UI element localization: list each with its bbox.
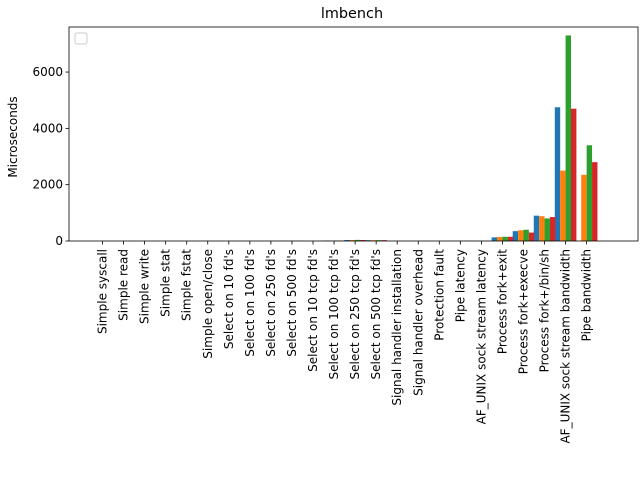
- x-tick-label: Select on 10 tcp fd's: [306, 249, 320, 372]
- chart-title: lmbench: [321, 6, 383, 22]
- bar-series2-13: [370, 240, 377, 241]
- x-tick-label: Simple syscall: [96, 249, 110, 334]
- bar-series1-13: [365, 240, 371, 241]
- bar-series3-21: [544, 218, 550, 241]
- bar-series4-12: [360, 240, 366, 241]
- bar-series1-19: [491, 237, 498, 241]
- bar-series2-21: [539, 216, 545, 241]
- x-tick-label: Process fork+/bin/sh: [538, 249, 552, 372]
- bar-series3-12: [355, 239, 361, 241]
- bar-series1-20: [512, 231, 519, 241]
- y-tick-label: 6000: [32, 65, 63, 79]
- bar-series3-19: [502, 236, 508, 241]
- x-tick-label: Select on 100 fd's: [243, 249, 257, 357]
- x-tick-label: Protection fault: [432, 249, 446, 341]
- x-tick-label: Process fork+exit: [495, 249, 509, 354]
- x-tick-label: Simple stat: [159, 249, 173, 317]
- y-tick-label: 2000: [32, 178, 63, 192]
- x-tick-label: Signal handler installation: [390, 249, 404, 406]
- axes-frame: [68, 26, 639, 242]
- x-tick-label: Signal handler overhead: [411, 249, 425, 396]
- x-tick-label: Simple read: [117, 249, 131, 321]
- y-axis-label: Microseconds: [6, 96, 20, 177]
- x-tick-label: Select on 500 tcp fd's: [369, 249, 383, 379]
- bar-series1-22: [554, 107, 561, 241]
- x-tick-label: Select on 250 fd's: [264, 249, 278, 357]
- x-axis-ticks: Simple syscall Simple read Simple write Sim…: [96, 241, 594, 444]
- bar-series3-22: [565, 35, 571, 242]
- bar-series-group: [91, 35, 598, 242]
- bar-series4-19: [507, 236, 514, 241]
- x-tick-label: Process fork+execve: [517, 249, 531, 374]
- legend-box: [74, 32, 88, 45]
- bar-series1-12: [344, 240, 350, 241]
- bar-series1-21: [533, 215, 540, 241]
- x-tick-label: AF_UNIX sock stream bandwidth: [559, 249, 573, 444]
- bar-series4-21: [549, 217, 556, 241]
- x-tick-label: Select on 10 fd's: [222, 249, 236, 349]
- bar-series3-20: [523, 229, 529, 241]
- bar-series3-23: [586, 145, 593, 241]
- x-tick-label: Select on 250 tcp fd's: [348, 249, 362, 379]
- x-tick-label: AF_UNIX sock stream latency: [474, 249, 488, 424]
- bar-series2-20: [518, 230, 524, 241]
- bar-series4-20: [528, 232, 535, 241]
- bar-series3-13: [376, 240, 382, 241]
- x-tick-label: Simple write: [138, 249, 152, 324]
- bar-series2-19: [497, 237, 503, 241]
- bar-series4-13: [381, 240, 387, 241]
- x-tick-label: Select on 500 fd's: [285, 249, 299, 357]
- x-tick-label: Pipe bandwidth: [580, 249, 594, 341]
- bar-series4-23: [592, 162, 598, 241]
- y-tick-label: 4000: [32, 121, 63, 135]
- y-tick-label: 0: [55, 234, 63, 248]
- x-tick-label: Simple open/close: [201, 249, 215, 359]
- bar-series4-22: [571, 108, 577, 241]
- y-axis-ticks: 0 2000 4000 6000: [32, 65, 69, 248]
- bar-series2-12: [349, 240, 356, 241]
- x-tick-label: Select on 100 tcp fd's: [327, 249, 341, 379]
- bar-series2-23: [581, 174, 587, 241]
- bar-series2-22: [560, 170, 566, 241]
- x-tick-label: Simple fstat: [180, 249, 194, 321]
- x-tick-label: Pipe latency: [453, 249, 467, 322]
